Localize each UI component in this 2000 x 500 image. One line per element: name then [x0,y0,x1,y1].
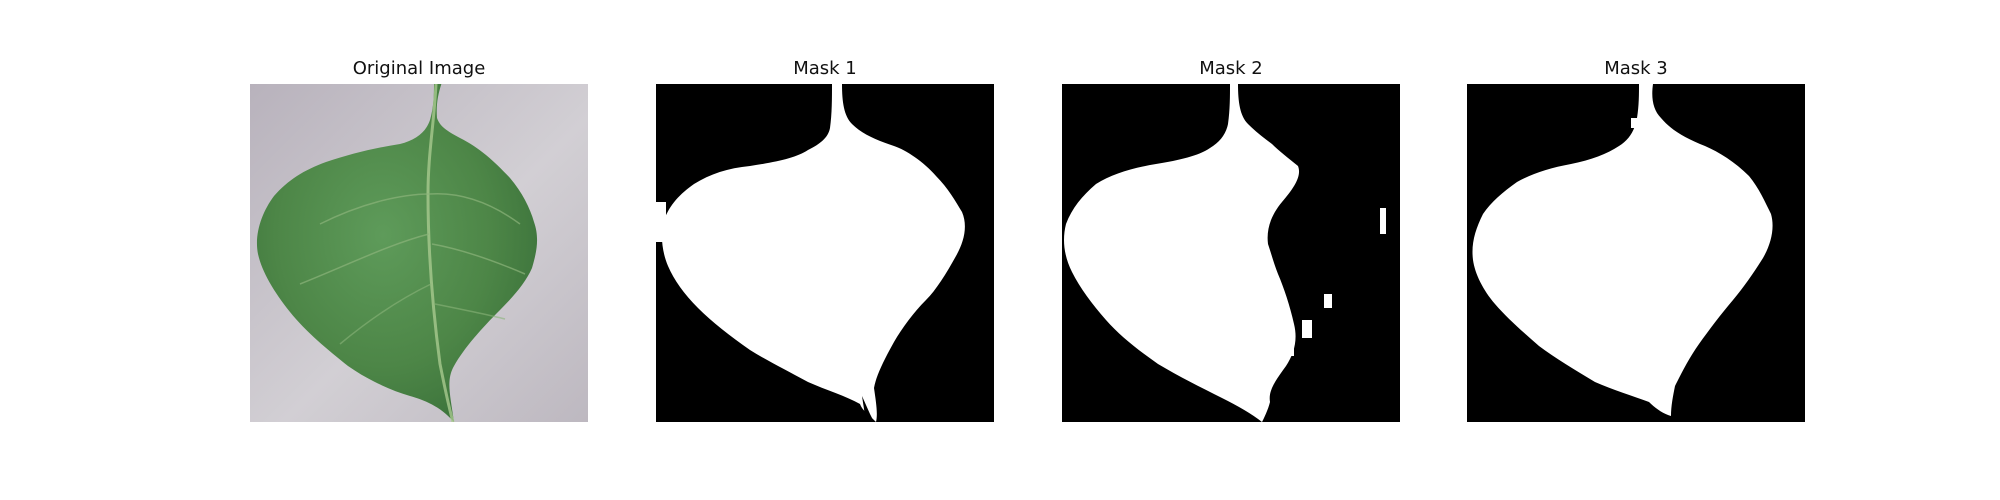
mask-2-foreground [1064,84,1300,422]
mask-3-panel: Mask 3 [1467,56,1805,422]
mask-1-notch [862,396,874,422]
mask-3-title: Mask 3 [1604,58,1668,79]
mask-2-panel: Mask 2 [1062,56,1400,422]
leaf-vein-1 [319,193,431,225]
leaf-vein-3 [339,283,432,345]
mask-2-speck-3 [1302,320,1312,338]
mask-3-image [1467,84,1805,422]
leaf-vein-4 [429,193,521,225]
mask-1-edge-artifact [656,202,666,242]
mask-1-title: Mask 1 [793,58,857,79]
mask-3-speck-1 [1631,118,1637,128]
mask-2-title: Mask 2 [1199,58,1263,79]
leaf-vein-2 [299,233,430,285]
original-leaf-photo [250,84,588,422]
leaf-shape [257,84,538,422]
leaf-vein-6 [434,303,506,320]
mask-2-image [1062,84,1400,422]
mask-1-panel: Mask 1 [656,56,994,422]
mask-3-speck-2 [1641,110,1645,116]
mask-1-image [656,84,994,422]
mask-1-foreground [661,84,965,422]
original-image-panel: Original Image [250,56,588,422]
leaf-midrib [426,84,455,422]
mask-2-speck-4 [1284,336,1294,356]
mask-2-speck-2 [1324,294,1332,308]
mask-2-speck-1 [1380,208,1386,234]
original-image-title: Original Image [352,58,486,79]
mask-3-foreground [1472,84,1773,416]
leaf-vein-5 [431,243,526,275]
